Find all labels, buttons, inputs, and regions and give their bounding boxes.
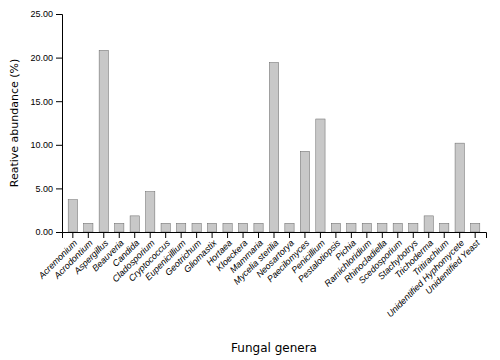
bars [68,50,480,232]
x-tick-mark [366,232,367,238]
bar [455,143,464,232]
x-tick-mark [88,232,89,238]
bar [99,50,108,232]
bar [207,223,216,232]
x-tick-mark [444,232,445,238]
bar [269,62,278,232]
x-tick: Unidentified Yeast [423,232,482,296]
plot: AcremoniumAcrodontiumAspergillusBeauveri… [30,9,486,319]
x-tick-mark [382,232,383,238]
y-tick: 0.00 [35,227,62,237]
bar [300,151,309,232]
x-tick-mark [413,232,414,238]
x-tick-label: Unidentified Hyphomycete [385,238,466,319]
x-tick-mark [72,232,73,238]
y-tick: 20.00 [30,53,62,63]
x-tick-mark [134,232,135,238]
y-axis-title: Reative abundance (%) [8,59,21,188]
y-axis: 0.00 5.00 10.00 15.00 20.00 25.00 [30,9,62,237]
x-tick-mark [459,232,460,238]
y-tick-label: 20.00 [30,53,53,63]
x-tick-mark [103,232,104,238]
bar [192,223,201,232]
bar [130,216,139,232]
y-tick-mark [56,14,62,15]
x-tick-mark [196,232,197,238]
bar [440,223,449,232]
x-tick-mark [320,232,321,238]
y-tick: 10.00 [30,140,62,150]
bar [362,223,371,232]
x-axis-title: Fungal genera [231,341,317,355]
bar [409,223,418,232]
y-tick: 15.00 [30,97,62,107]
y-tick: 25.00 [30,9,62,19]
y-tick-label: 5.00 [35,184,53,194]
y-tick-label: 10.00 [30,140,53,150]
y-tick-label: 15.00 [30,97,53,107]
bar [316,119,325,232]
bar [285,223,294,232]
y-tick-label: 25.00 [30,9,53,19]
x-tick-label: Unidentified Yeast [423,237,482,296]
bar [254,223,263,232]
bar [84,223,93,232]
bar [393,223,402,232]
x-tick-mark [181,232,182,238]
x-tick-mark [258,232,259,238]
x-tick-mark [212,232,213,238]
bar [115,223,124,232]
y-tick-mark [56,101,62,102]
x-tick-mark [289,232,290,238]
bar [238,223,247,232]
bar [223,223,232,232]
x-tick-mark [428,232,429,238]
x-tick-mark [227,232,228,238]
x-tick-mark [475,232,476,238]
bar [331,223,340,232]
bar [424,216,433,232]
bar [347,223,356,232]
x-tick-mark [274,232,275,238]
x-tick-mark [165,232,166,238]
x-tick-mark [397,232,398,238]
y-tick-mark [56,58,62,59]
y-axis-line [56,15,63,233]
bar [378,223,387,232]
bar [177,223,186,232]
y-tick-label: 0.00 [35,227,53,237]
chart: AcremoniumAcrodontiumAspergillusBeauveri… [0,0,500,360]
x-axis-line [63,233,487,239]
x-tick-mark [119,232,120,238]
x-tick-mark [335,232,336,238]
x-axis: AcremoniumAcrodontiumAspergillusBeauveri… [36,232,487,319]
bar [161,223,170,232]
x-tick-mark [304,232,305,238]
y-tick: 5.00 [35,184,62,194]
x-tick-mark [150,232,151,238]
bar [471,223,480,232]
x-tick: Unidentified Hyphomycete [385,232,466,319]
x-tick-mark [351,232,352,238]
y-tick-mark [56,232,62,233]
y-tick-mark [56,145,62,146]
x-tick-mark [243,232,244,238]
y-tick-mark [56,188,62,189]
bar [146,192,155,232]
bar [68,200,77,232]
